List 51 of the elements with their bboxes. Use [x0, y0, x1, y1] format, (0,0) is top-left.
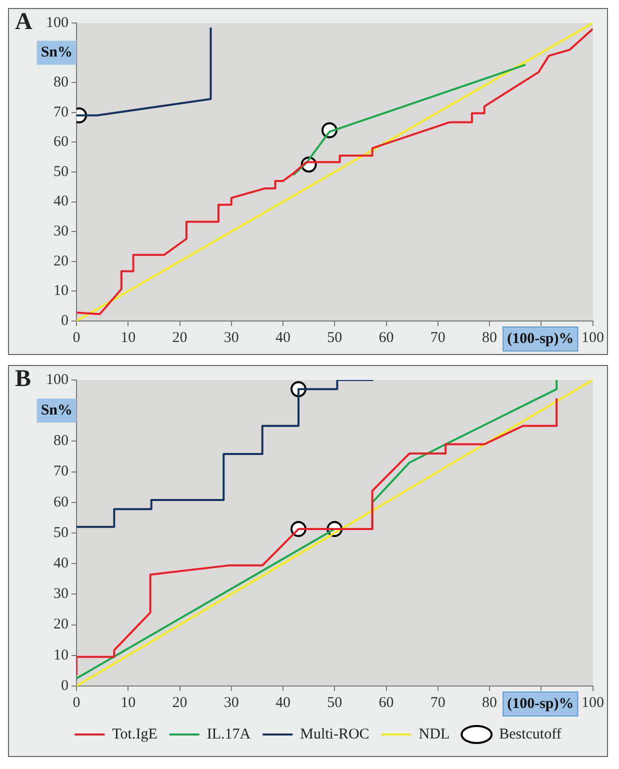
y-tick-label: 0 — [61, 678, 68, 694]
legend-label: Tot.IgE — [112, 726, 158, 742]
x-tick-label: 80 — [482, 330, 497, 346]
x-tick-label: 0 — [72, 694, 80, 711]
x-tick-label: 50 — [327, 694, 342, 711]
y-tick-label: 10 — [54, 647, 68, 664]
legend-label: NDL — [418, 726, 450, 742]
y-tick-label: 40 — [54, 556, 68, 572]
x-axis-title: (100-sp)% — [507, 696, 574, 712]
legend-label: IL.17A — [206, 726, 251, 742]
x-tick-label: 20 — [172, 694, 188, 711]
y-tick-label: 70 — [54, 104, 68, 120]
x-tick-label: 100 — [582, 694, 604, 711]
x-tick-label: 60 — [378, 694, 394, 711]
x-tick-label: 60 — [378, 330, 394, 346]
x-tick-label: 40 — [276, 694, 290, 711]
chart-title: B — [15, 366, 32, 392]
x-tick-label: 30 — [224, 694, 239, 711]
legend-label: Bestcutoff — [499, 726, 562, 742]
y-tick-label: 80 — [54, 433, 68, 450]
y-tick-label: 100 — [46, 372, 68, 388]
x-tick-label: 70 — [430, 694, 446, 711]
x-tick-label: 100 — [582, 330, 604, 346]
x-tick-label: 10 — [120, 694, 136, 711]
y-tick-label: 20 — [54, 253, 68, 270]
y-tick-label: 50 — [54, 164, 68, 180]
x-tick-label: 20 — [172, 330, 188, 346]
y-tick-label: 50 — [54, 524, 68, 541]
y-tick-label: 20 — [54, 616, 68, 633]
y-tick-label: 100 — [46, 14, 68, 31]
y-tick-label: 30 — [54, 586, 68, 602]
legend-label: Multi-ROC — [300, 726, 370, 742]
y-tick-label: 60 — [54, 494, 68, 510]
y-tick-label: 10 — [54, 283, 68, 300]
y-tick-label: 80 — [54, 74, 68, 91]
x-tick-label: 70 — [430, 330, 446, 346]
x-axis-title: (100-sp)% — [507, 330, 574, 347]
y-axis-title: Sn% — [40, 44, 72, 61]
y-tick-label: 0 — [61, 312, 68, 329]
y-axis-title: Sn% — [40, 402, 72, 418]
y-tick-label: 40 — [54, 194, 68, 210]
x-tick-label: 30 — [224, 330, 239, 346]
chart-title: A — [15, 9, 33, 36]
x-tick-label: 40 — [276, 330, 290, 346]
x-tick-label: 10 — [120, 330, 136, 346]
y-tick-label: 60 — [54, 134, 68, 150]
y-tick-label: 30 — [54, 224, 68, 240]
x-tick-label: 50 — [327, 330, 342, 346]
y-tick-label: 70 — [54, 464, 68, 480]
x-tick-label: 80 — [482, 694, 497, 711]
x-tick-label: 0 — [72, 330, 80, 346]
